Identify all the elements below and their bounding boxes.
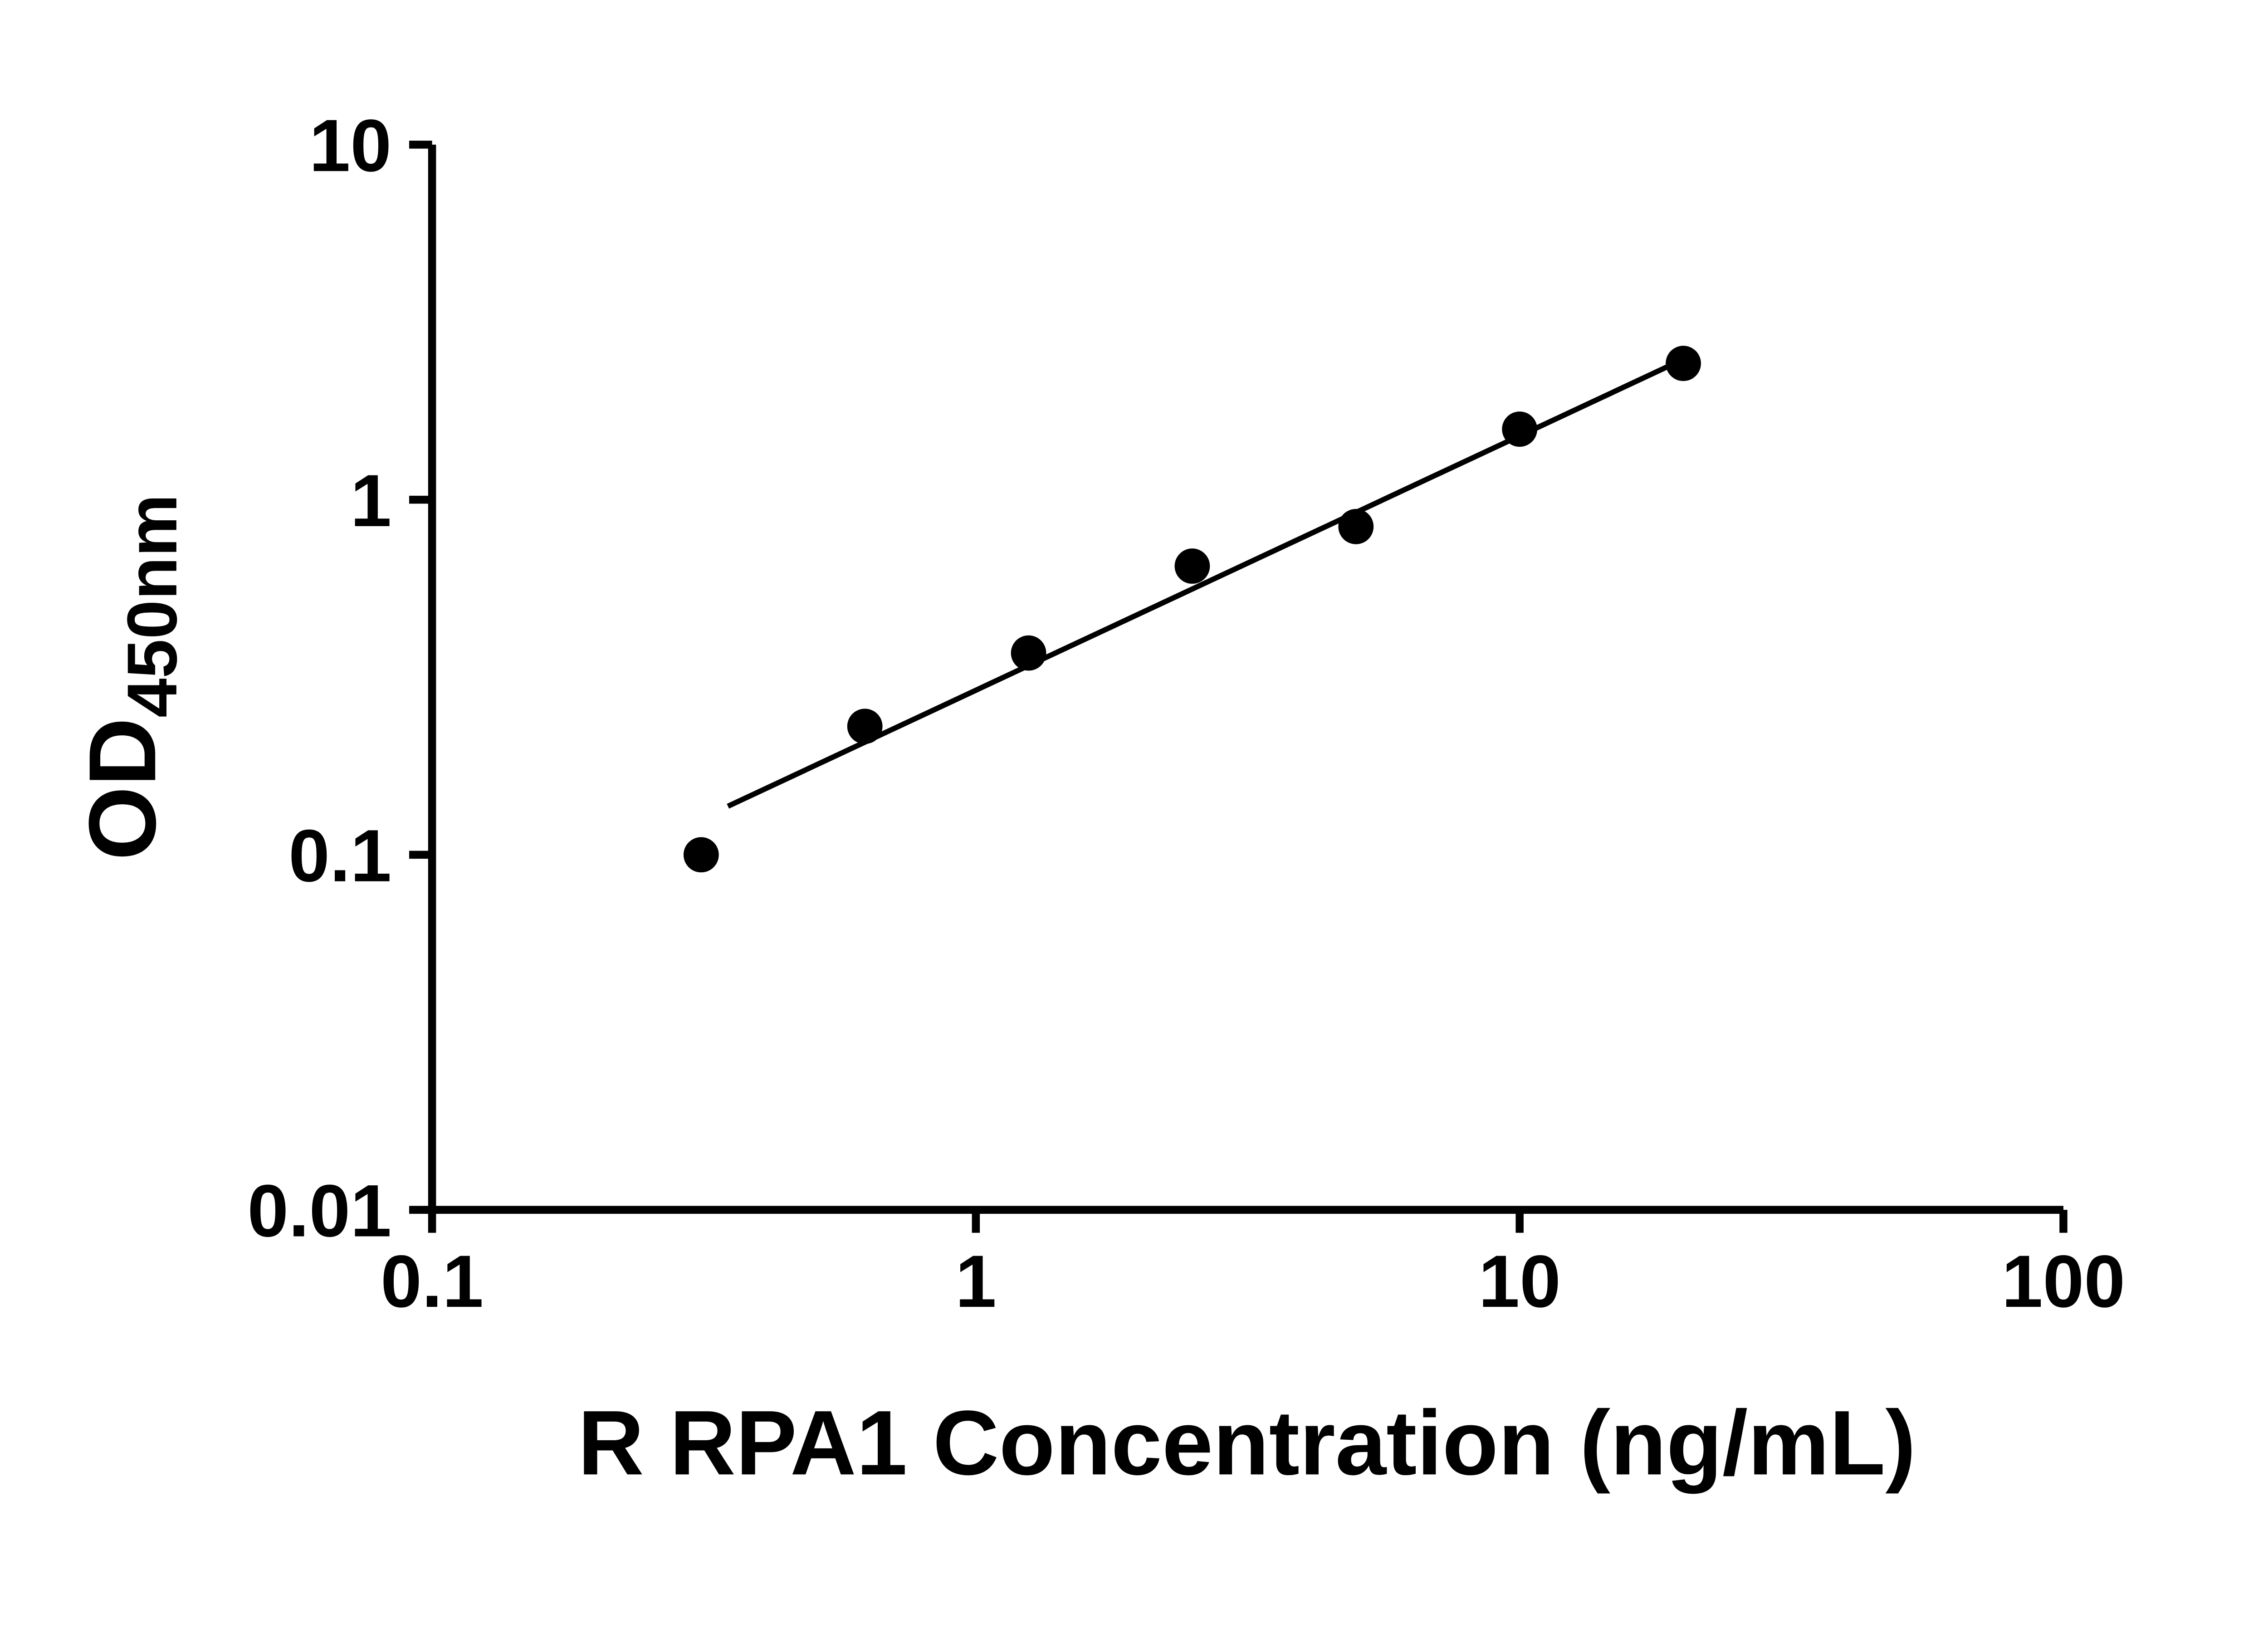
data-point [1502, 411, 1538, 447]
y-tick-label: 0.1 [288, 814, 391, 897]
y-tick-label: 1 [350, 459, 391, 542]
data-point [847, 709, 883, 744]
data-point [1666, 346, 1701, 381]
data-point [1338, 508, 1374, 544]
y-tick-label: 0.01 [247, 1169, 391, 1252]
data-point [683, 837, 719, 873]
y-axis-title-subscript: 450nm [112, 494, 191, 718]
x-tick-label: 100 [2002, 1240, 2125, 1323]
data-point [1174, 548, 1210, 584]
x-tick-label: 10 [1478, 1240, 1561, 1323]
y-axis-title: OD450nm [69, 494, 191, 861]
y-tick-label: 10 [309, 104, 392, 187]
elisa-standard-curve-figure: 0.1 1 10 100 0.01 0.1 1 10 R RPA1 Concentration… [69, 104, 2126, 1494]
x-tick-label: 1 [955, 1240, 997, 1323]
data-point [1011, 635, 1046, 671]
y-axis-title-main: OD [69, 718, 176, 861]
x-axis-title: R RPA1 Concentration (ng/mL) [578, 1391, 1916, 1494]
x-tick-label: 0.1 [381, 1240, 484, 1323]
